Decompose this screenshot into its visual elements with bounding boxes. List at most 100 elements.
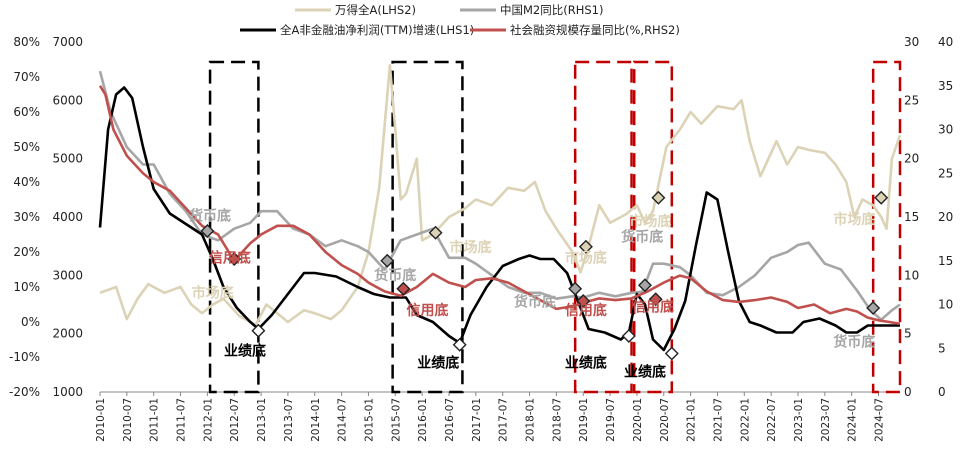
lhs1-tick-label: -20%: [9, 385, 40, 399]
x-tick-label: 2024-07: [874, 398, 886, 442]
diamond-marker-d10: [578, 239, 593, 254]
rhs1-tick-label: 20: [904, 152, 919, 166]
annotation-a8: 业绩底: [417, 355, 459, 372]
diamond-marker-d9: [576, 294, 591, 308]
rhs1-tick-label: 0: [904, 385, 912, 399]
rhs2-tick-label: 35: [938, 79, 953, 93]
annotation-a9: 货币底: [513, 293, 556, 310]
bottom-box-b3: [573, 60, 633, 394]
lhs2-tick-label: 3000: [52, 268, 83, 282]
x-tick-label: 2010-07: [122, 398, 134, 442]
x-axis: 2010-01 2010-07 2011-01 2011-07 2012-01 2012-…: [95, 391, 900, 442]
x-tick-label: 2013-07: [283, 398, 295, 442]
lhs1-tick-label: 40%: [13, 175, 40, 189]
diamond-marker-d7: [452, 337, 467, 352]
rhs2-tick-label: 10: [938, 298, 953, 312]
annotation-a15: 信用底: [632, 299, 674, 316]
x-tick-label: 2012-01: [202, 398, 214, 442]
annotation-a17: 市场底: [833, 211, 875, 228]
legend-label-2: 全A非金融油净利润(TTM)增速(LHS1): [280, 23, 474, 37]
rhs1-tick-label: 30: [904, 35, 919, 49]
annotation-a2: 信用底: [209, 250, 251, 267]
x-tick-label: 2023-01: [793, 398, 805, 442]
diamond-marker-d6: [428, 225, 443, 240]
x-tick-label: 2023-07: [820, 398, 832, 442]
x-tick-label: 2017-07: [498, 398, 510, 442]
legend-label-3: 社会融资规模存量同比(%,RHS2): [510, 23, 680, 37]
series-lines: [98, 64, 902, 352]
x-tick-label: 2021-07: [712, 398, 724, 442]
x-tick-label: 2010-01: [95, 398, 107, 442]
x-tick-label: 2016-07: [444, 398, 456, 442]
lhs1-tick-label: 0%: [21, 315, 40, 329]
annotation-labels: 货币底信用底市场底业绩底货币底信用底市场底业绩底货币底市场底信用底业绩底货币底市…: [188, 208, 875, 381]
diamond-marker-d12: [637, 278, 652, 293]
diamond-marker-d13: [648, 292, 663, 307]
lhs1-tick-label: 20%: [13, 245, 40, 259]
x-tick-label: 2020-01: [632, 398, 644, 442]
diamond-marker-d15: [664, 346, 679, 361]
x-tick-label: 2021-01: [686, 398, 698, 442]
annotation-a11: 信用底: [565, 302, 607, 319]
x-tick-label: 2015-07: [390, 398, 402, 442]
annotation-a12: 业绩底: [565, 355, 607, 372]
rhs2-tick-label: 30: [938, 123, 953, 137]
bottom-box-b4: [632, 60, 674, 394]
lhs1-tick-label: 50%: [13, 140, 40, 154]
annotation-a1: 货币底: [188, 208, 231, 225]
series-line-3: [98, 85, 901, 326]
x-tick-label: 2014-01: [310, 398, 322, 442]
x-tick-label: 2018-07: [551, 398, 563, 442]
x-tick-label: 2014-07: [337, 398, 349, 442]
x-tick-label: 2019-01: [578, 398, 590, 442]
rhs2-tick-label: 40: [938, 35, 953, 49]
x-tick-label: 2016-01: [417, 398, 429, 442]
x-tick-label: 2011-07: [176, 398, 188, 442]
diamond-marker-d17: [874, 190, 889, 205]
annotation-a14: 市场底: [629, 213, 671, 230]
x-tick-label: 2011-01: [149, 398, 161, 442]
bottom-boxes: [208, 60, 902, 394]
annotation-a4: 业绩底: [224, 342, 266, 359]
series-line-1: [98, 70, 901, 322]
bottom-box-b2: [391, 60, 464, 394]
x-tick-label: 2015-01: [363, 398, 375, 442]
rhs1-tick-label: 15: [904, 210, 919, 224]
diamond-marker-d3: [251, 323, 266, 338]
lhs1-tick-label: 60%: [13, 105, 40, 119]
lhs1-tick-label: 70%: [13, 70, 40, 84]
lhs2-tick-label: 2000: [52, 327, 83, 341]
rhs1-tick-label: 5: [904, 327, 912, 341]
legend-label-0: 万得全A(LHS2): [335, 3, 416, 17]
lhs2-tick-label: 6000: [52, 93, 83, 107]
diamond-marker-d14: [651, 190, 666, 205]
diamond-marker-d11: [621, 329, 636, 343]
diamond-markers: [200, 190, 889, 361]
x-tick-label: 2022-07: [766, 398, 778, 442]
bottom-box-b5: [871, 60, 902, 394]
lhs1-tick-label: 30%: [13, 210, 40, 224]
diamond-marker-d2: [227, 252, 242, 266]
legend-label-1: 中国M2同比(RHS1): [500, 3, 603, 17]
rhs2-tick-label: 0: [938, 385, 946, 399]
x-tick-label: 2024-01: [847, 398, 859, 442]
lhs1-tick-label: -10%: [9, 350, 40, 364]
legend: 万得全A(LHS2) 中国M2同比(RHS1) 全A非金融油净利润(TTM)增速(L…: [240, 3, 680, 37]
rhs1-tick-label: 25: [904, 93, 919, 107]
rhs2-tick-label: 5: [938, 341, 946, 355]
series-line-2: [98, 86, 900, 352]
annotation-a10: 市场底: [565, 250, 607, 267]
annotation-a6: 信用底: [407, 302, 449, 319]
x-tick-label: 2020-07: [659, 398, 671, 442]
lhs1-axis: 80% 70% 60% 50% 40% 30% 20% 10% 0% -10% -20%: [9, 35, 40, 399]
lhs2-tick-label: 4000: [52, 210, 83, 224]
x-tick-label: 2017-01: [471, 398, 483, 442]
lhs2-axis: 7000 6000 5000 4000 3000 2000 1000: [52, 35, 83, 399]
x-tick-label: 2019-07: [605, 398, 617, 442]
diamond-marker-d1: [200, 224, 215, 238]
annotation-a3: 市场底: [192, 285, 234, 302]
annotation-a16: 业绩底: [624, 363, 666, 380]
diamond-marker-d5: [396, 281, 411, 296]
x-tick-label: 2022-01: [739, 398, 751, 442]
